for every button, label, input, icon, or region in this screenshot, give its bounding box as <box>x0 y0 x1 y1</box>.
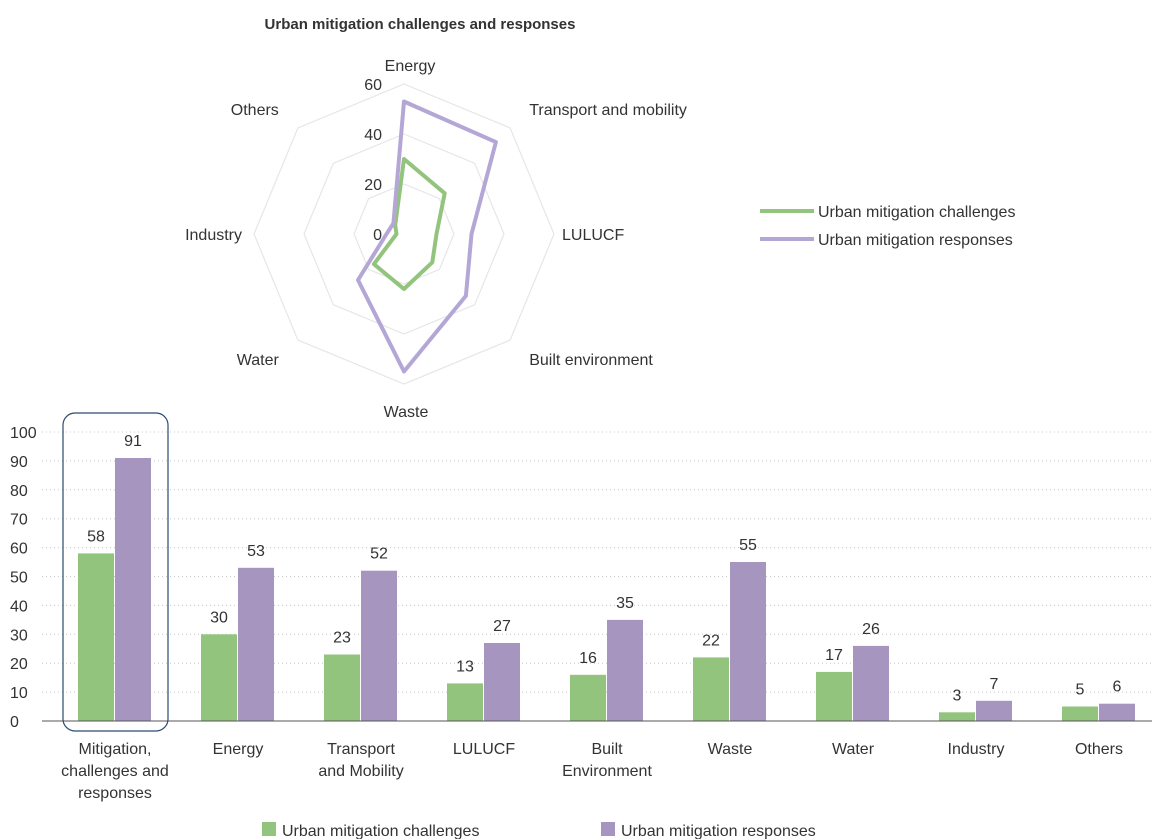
bar-urban-mitigation-challenges-3 <box>447 683 483 721</box>
bar-y-tick-60: 60 <box>10 541 28 558</box>
bar-value-label-urban-mitigation-responses-7: 7 <box>990 676 999 693</box>
bar-legend-swatch-urban-mitigation-challenges <box>262 822 276 836</box>
radar-tick-label-20: 20 <box>364 177 382 194</box>
bar-y-tick-20: 20 <box>10 656 28 673</box>
radar-axis-label-transport-and-mobility: Transport and mobility <box>529 102 687 119</box>
radar-legend-label-urban-mitigation-responses: Urban mitigation responses <box>818 232 1013 249</box>
radar-axis-label-others: Others <box>231 102 279 119</box>
bar-y-tick-40: 40 <box>10 598 28 615</box>
bar-y-tick-10: 10 <box>10 685 28 702</box>
bar-value-label-urban-mitigation-challenges-1: 30 <box>210 609 228 626</box>
bar-category-label-2: Transport and Mobility <box>318 741 403 780</box>
bar-urban-mitigation-responses-4 <box>607 619 643 721</box>
bar-y-tick-70: 70 <box>10 512 28 529</box>
bar-urban-mitigation-responses-7 <box>976 700 1012 721</box>
bar-y-tick-90: 90 <box>10 454 28 471</box>
bar-category-label-3: LULUCF <box>453 741 515 758</box>
bar-legend-label-urban-mitigation-responses: Urban mitigation responses <box>621 823 816 839</box>
bar-category-label-4: Built Environment <box>562 741 652 780</box>
bar-y-tick-30: 30 <box>10 627 28 644</box>
radar-axis-label-built-environment: Built environment <box>529 352 653 369</box>
radar-axis-label-industry: Industry <box>185 227 242 244</box>
highlight-box <box>62 412 169 732</box>
bar-value-label-urban-mitigation-responses-6: 26 <box>862 621 880 638</box>
bar-value-label-urban-mitigation-responses-1: 53 <box>247 543 265 560</box>
radar-gridline-60 <box>253 83 555 385</box>
radar-chart-title: Urban mitigation challenges and response… <box>265 16 576 33</box>
radar-axis-label-lulucf: LULUCF <box>562 227 624 244</box>
bar-y-tick-80: 80 <box>10 483 28 500</box>
bar-value-label-urban-mitigation-challenges-3: 13 <box>456 658 474 675</box>
bar-urban-mitigation-challenges-6 <box>816 671 852 721</box>
bar-value-label-urban-mitigation-challenges-0: 58 <box>87 528 105 545</box>
bar-value-label-urban-mitigation-responses-2: 52 <box>370 546 388 563</box>
radar-tick-label-0: 0 <box>373 227 382 244</box>
bar-category-label-8: Others <box>1075 741 1123 758</box>
radar-axis-label-energy: Energy <box>385 58 436 75</box>
bar-value-label-urban-mitigation-challenges-6: 17 <box>825 647 843 664</box>
bar-legend: Urban mitigation challenges Urban mitigat… <box>262 822 816 839</box>
radar-legend: Urban mitigation challenges Urban mitigat… <box>760 204 1015 249</box>
bar-value-label-urban-mitigation-responses-4: 35 <box>616 595 634 612</box>
bar-urban-mitigation-responses-5 <box>730 562 766 721</box>
bar-category-label-1: Energy <box>213 741 264 758</box>
radar-gridline-20 <box>353 183 455 285</box>
bar-urban-mitigation-challenges-4 <box>570 674 606 721</box>
bar-urban-mitigation-challenges-2 <box>324 654 360 721</box>
bar-urban-mitigation-responses-8 <box>1099 703 1135 721</box>
bar-value-label-urban-mitigation-challenges-7: 3 <box>953 687 962 704</box>
bar-value-label-urban-mitigation-challenges-2: 23 <box>333 630 351 647</box>
bar-value-label-urban-mitigation-challenges-5: 22 <box>702 632 720 649</box>
bar-urban-mitigation-responses-2 <box>361 570 397 721</box>
bar-legend-swatch-urban-mitigation-responses <box>601 822 615 836</box>
bar-urban-mitigation-responses-1 <box>238 567 274 721</box>
bar-category-label-0: Mitigation, challenges and responses <box>61 741 169 802</box>
radar-series-urban-mitigation-challenges <box>371 157 447 291</box>
bar-y-tick-100: 100 <box>10 425 37 442</box>
bar-urban-mitigation-challenges-0 <box>78 553 114 721</box>
bar-category-label-5: Waste <box>708 741 753 758</box>
bar-urban-mitigation-responses-3 <box>484 643 520 721</box>
radar-chart: Energy Transport and mobility LULUCF Built … <box>185 58 687 421</box>
bar-value-label-urban-mitigation-challenges-4: 16 <box>579 650 597 667</box>
bar-category-label-7: Industry <box>948 741 1005 758</box>
bar-urban-mitigation-challenges-1 <box>201 634 237 721</box>
bar-value-label-urban-mitigation-responses-8: 6 <box>1113 679 1122 696</box>
bar-legend-label-urban-mitigation-challenges: Urban mitigation challenges <box>282 823 479 839</box>
bar-chart: 0 10 20 30 40 50 60 70 80 90 100 58 91 Mitigation, cha… <box>10 412 1152 802</box>
bar-urban-mitigation-challenges-8 <box>1062 706 1098 721</box>
bar-value-label-urban-mitigation-responses-3: 27 <box>493 618 511 635</box>
bar-value-label-urban-mitigation-responses-0: 91 <box>124 433 142 450</box>
bar-y-tick-0: 0 <box>10 714 19 731</box>
radar-legend-label-urban-mitigation-challenges: Urban mitigation challenges <box>818 204 1015 221</box>
bar-value-label-urban-mitigation-challenges-8: 5 <box>1076 682 1085 699</box>
bar-urban-mitigation-challenges-7 <box>939 712 975 721</box>
radar-axis-label-waste: Waste <box>384 404 429 421</box>
bar-urban-mitigation-responses-0 <box>115 458 151 721</box>
bar-urban-mitigation-responses-6 <box>853 645 889 721</box>
bar-y-tick-50: 50 <box>10 570 28 587</box>
bar-category-label-6: Water <box>832 741 875 758</box>
radar-tick-label-40: 40 <box>364 127 382 144</box>
radar-tick-label-60: 60 <box>364 77 382 94</box>
bar-value-label-urban-mitigation-responses-5: 55 <box>739 537 757 554</box>
radar-axis-label-water: Water <box>237 352 280 369</box>
bar-urban-mitigation-challenges-5 <box>693 657 729 721</box>
radar-series-urban-mitigation-responses <box>356 99 498 374</box>
